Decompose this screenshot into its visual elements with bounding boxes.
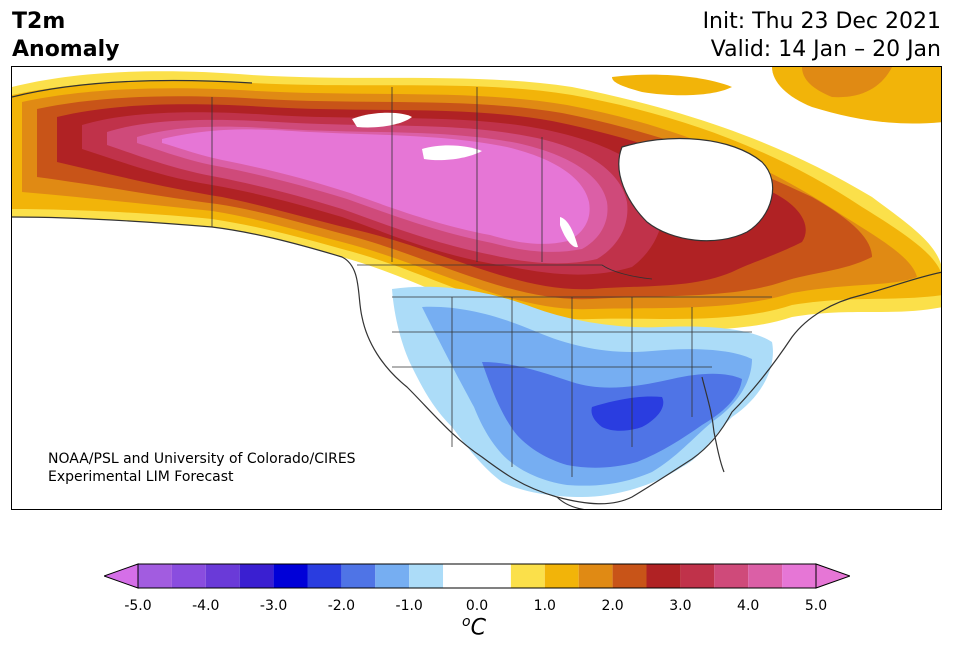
init-date: Init: Thu 23 Dec 2021 — [702, 9, 941, 34]
colorbar-bin — [714, 564, 749, 588]
colorbar-bin — [307, 564, 342, 588]
colorbar-tick-label: -4.0 — [192, 598, 220, 614]
title-line-2: Anomaly — [12, 37, 120, 62]
colorbar-bin — [239, 564, 274, 588]
colorbar-tick-label: 3.0 — [669, 598, 692, 614]
colorbar-extend-min — [102, 563, 139, 589]
colorbar-tick-label: -2.0 — [327, 598, 356, 614]
hudson-bay — [618, 138, 773, 241]
colorbar-bin — [138, 564, 172, 588]
colorbar — [102, 563, 852, 593]
map-svg — [12, 67, 941, 509]
great-bear-lake — [352, 112, 412, 128]
colorbar-bin — [375, 564, 410, 588]
colorbar-bin — [205, 564, 240, 588]
colorbar-bin — [510, 564, 545, 588]
colorbar-bin — [409, 564, 444, 588]
colorbar-tick-label: 0.0 — [465, 598, 489, 614]
title-line-1: T2m — [12, 9, 66, 34]
political-borders — [211, 87, 772, 477]
data-credit: NOAA/PSL and University of Colorado/CIRE… — [48, 450, 356, 486]
anomaly-contour--2.5 — [591, 396, 664, 431]
colorbar-bin — [171, 564, 206, 588]
colorbar-unit: oC — [462, 614, 486, 641]
arctic-islands — [612, 74, 732, 96]
colorbar-bin — [341, 564, 376, 588]
coastlines — [12, 79, 941, 509]
map-title: T2m Anomaly — [12, 8, 119, 64]
colorbar-tick-label: 5.0 — [804, 598, 828, 614]
colorbar-svg — [102, 563, 852, 589]
anomaly-map — [11, 66, 942, 510]
colorbar-bin — [443, 564, 511, 588]
credit-line-1: NOAA/PSL and University of Colorado/CIRE… — [48, 451, 356, 467]
colorbar-tick-label: -3.0 — [259, 598, 288, 614]
date-info: Init: Thu 23 Dec 2021 Valid: 14 Jan – 20… — [703, 8, 941, 64]
colorbar-outline — [137, 563, 817, 589]
credit-line-2: Experimental LIM Forecast — [48, 469, 234, 485]
baffin-core — [802, 67, 892, 98]
colorbar-tick-label: 2.0 — [601, 598, 624, 614]
colorbar-extend-max — [815, 563, 852, 589]
colorbar-bin — [680, 564, 715, 588]
colorbar-tick-label: 1.0 — [533, 598, 556, 614]
colorbar-tick-label: 4.0 — [737, 598, 760, 614]
colorbar-bin — [782, 564, 816, 588]
lake-winnipeg — [560, 217, 578, 248]
colorbar-bin — [273, 564, 308, 588]
colorbar-bin — [646, 564, 681, 588]
colorbar-bin — [612, 564, 647, 588]
anomaly-contour-5.0 — [162, 129, 590, 244]
colorbar-tick-label: -1.0 — [395, 598, 423, 614]
colorbar-bin — [544, 564, 579, 588]
colorbar-bin — [748, 564, 783, 588]
great-slave-lake — [422, 145, 482, 161]
colorbar-bin — [578, 564, 613, 588]
colorbar-tick-label: -5.0 — [124, 598, 152, 614]
valid-range: Valid: 14 Jan – 20 Jan — [710, 37, 941, 62]
